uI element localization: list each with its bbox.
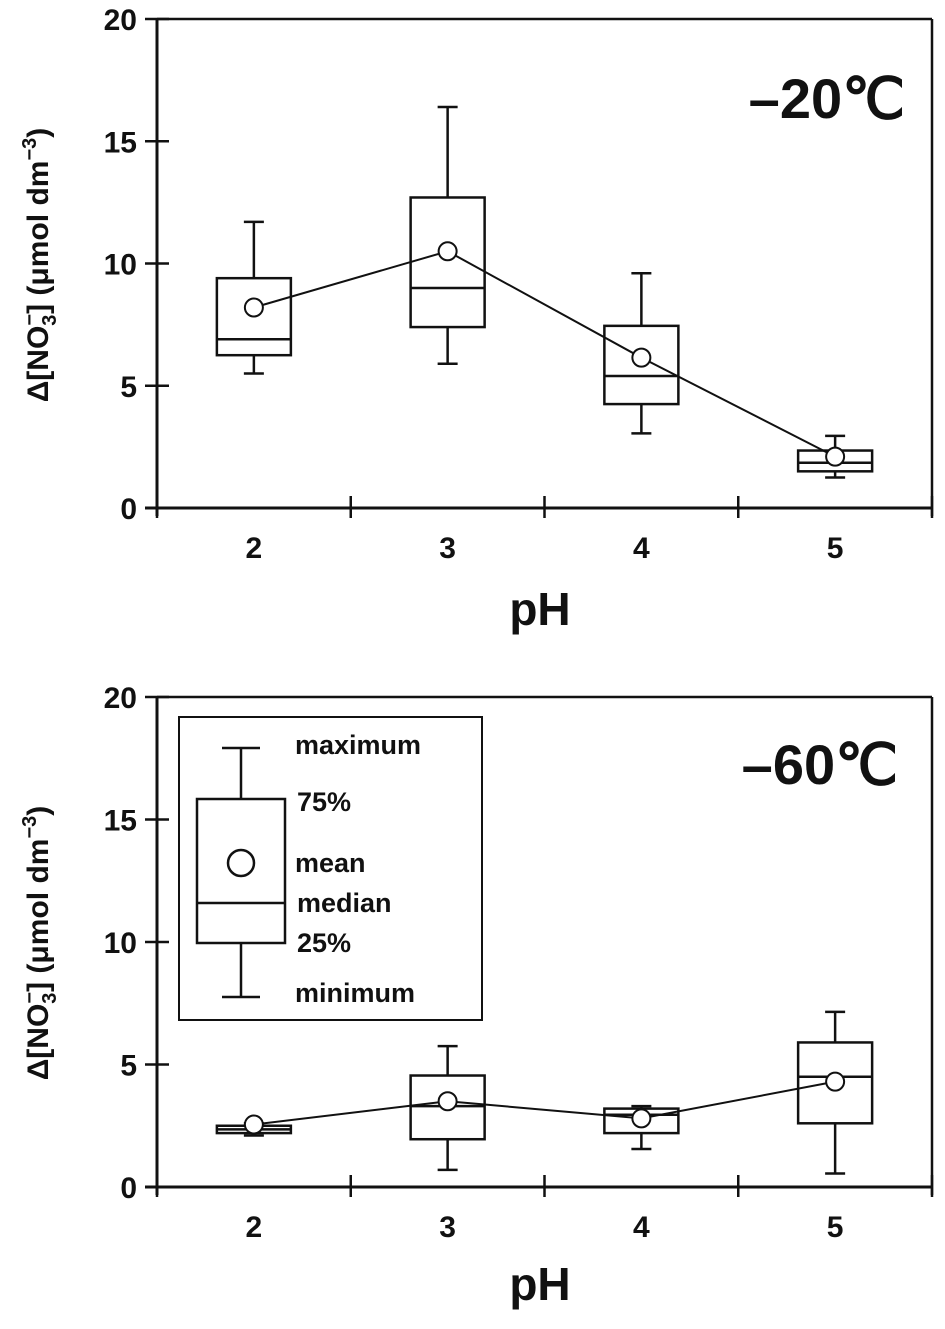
x-tick-label: 4 — [633, 532, 650, 565]
y-axis-title-mid: ] (μmol dm — [22, 161, 55, 314]
mean-marker — [825, 1071, 846, 1092]
box-ph-3 — [409, 105, 486, 365]
y-axis-title-sup1: − — [19, 314, 41, 326]
iqr-box — [796, 1041, 874, 1125]
temperature-label: –20℃ — [749, 67, 905, 130]
x-tick-label: 3 — [439, 532, 456, 565]
y-axis-title-prefix: Δ[NO — [22, 1004, 55, 1081]
y-axis-title-mid: ] (μmol dm — [22, 839, 55, 992]
mean-marker — [631, 347, 652, 368]
y-axis-title-suffix: ) — [22, 806, 55, 816]
panel-marks: 0 5 10 15 20 2 3 4 5 — [104, 682, 934, 1244]
box-ph-4 — [603, 272, 680, 435]
box-ph-5 — [796, 1010, 874, 1175]
mean-marker — [631, 1108, 652, 1129]
y-axis-title-suffix: ) — [22, 128, 55, 138]
y-tick-label: 10 — [104, 927, 137, 960]
y-tick-label: 0 — [120, 1172, 137, 1205]
legend-entry-25: 25% — [297, 928, 351, 958]
x-tick-label: 2 — [246, 532, 263, 565]
y-axis-title-sub: 3 — [39, 993, 61, 1004]
y-axis-title-sup1: − — [19, 992, 41, 1004]
y-tick-label: 20 — [104, 682, 137, 715]
iqr-box — [215, 276, 293, 357]
x-tick-label: 5 — [827, 532, 844, 565]
y-axis-title-sup2: −3 — [19, 138, 41, 161]
y-tick-label: 5 — [120, 1050, 137, 1083]
temperature-label: –60℃ — [742, 733, 898, 796]
mean-connector-line — [253, 250, 836, 458]
x-axis-title: pH — [509, 1258, 570, 1310]
y-tick-label: 5 — [120, 371, 137, 404]
iqr-box — [409, 196, 486, 329]
x-tick-label: 2 — [246, 1211, 263, 1244]
y-tick-label: 0 — [120, 493, 137, 526]
x-tick-label: 4 — [633, 1211, 650, 1244]
legend-entry-maximum: maximum — [295, 730, 421, 760]
panel-marks: 0 5 10 15 20 2 3 4 5 — [104, 4, 934, 565]
box-ph-3 — [409, 1044, 486, 1172]
x-axis-title: pH — [509, 583, 570, 635]
x-tick-label: 3 — [439, 1211, 456, 1244]
box-ph-2 — [215, 220, 293, 375]
y-tick-label: 15 — [104, 805, 137, 838]
y-tick-label: 20 — [104, 4, 137, 37]
legend-entry-mean: mean — [295, 848, 366, 878]
mean-marker — [243, 297, 264, 318]
legend-entry-minimum: minimum — [295, 978, 415, 1008]
x-tick-label: 5 — [827, 1211, 844, 1244]
legend-entry-median: median — [297, 888, 392, 918]
iqr-box — [603, 324, 680, 406]
y-axis-title-prefix: Δ[NO — [22, 326, 55, 403]
y-tick-label: 15 — [104, 126, 137, 159]
legend: maximum 75% mean median 25% minimum — [178, 716, 483, 1021]
y-axis-title-sup2: −3 — [19, 816, 41, 839]
y-axis-title: Δ[NO3−] (μmol dm−3) — [19, 128, 61, 403]
legend-entry-75: 75% — [297, 787, 351, 817]
mean-connector-line — [253, 1080, 836, 1126]
y-axis-title: Δ[NO3−] (μmol dm−3) — [19, 806, 61, 1081]
y-axis-title-sub: 3 — [39, 315, 61, 326]
mean-marker — [437, 241, 458, 262]
mean-marker — [825, 446, 846, 467]
mean-marker — [243, 1114, 264, 1135]
legend-mean-marker — [226, 848, 256, 878]
mean-marker — [437, 1091, 458, 1112]
y-tick-label: 10 — [104, 249, 137, 282]
